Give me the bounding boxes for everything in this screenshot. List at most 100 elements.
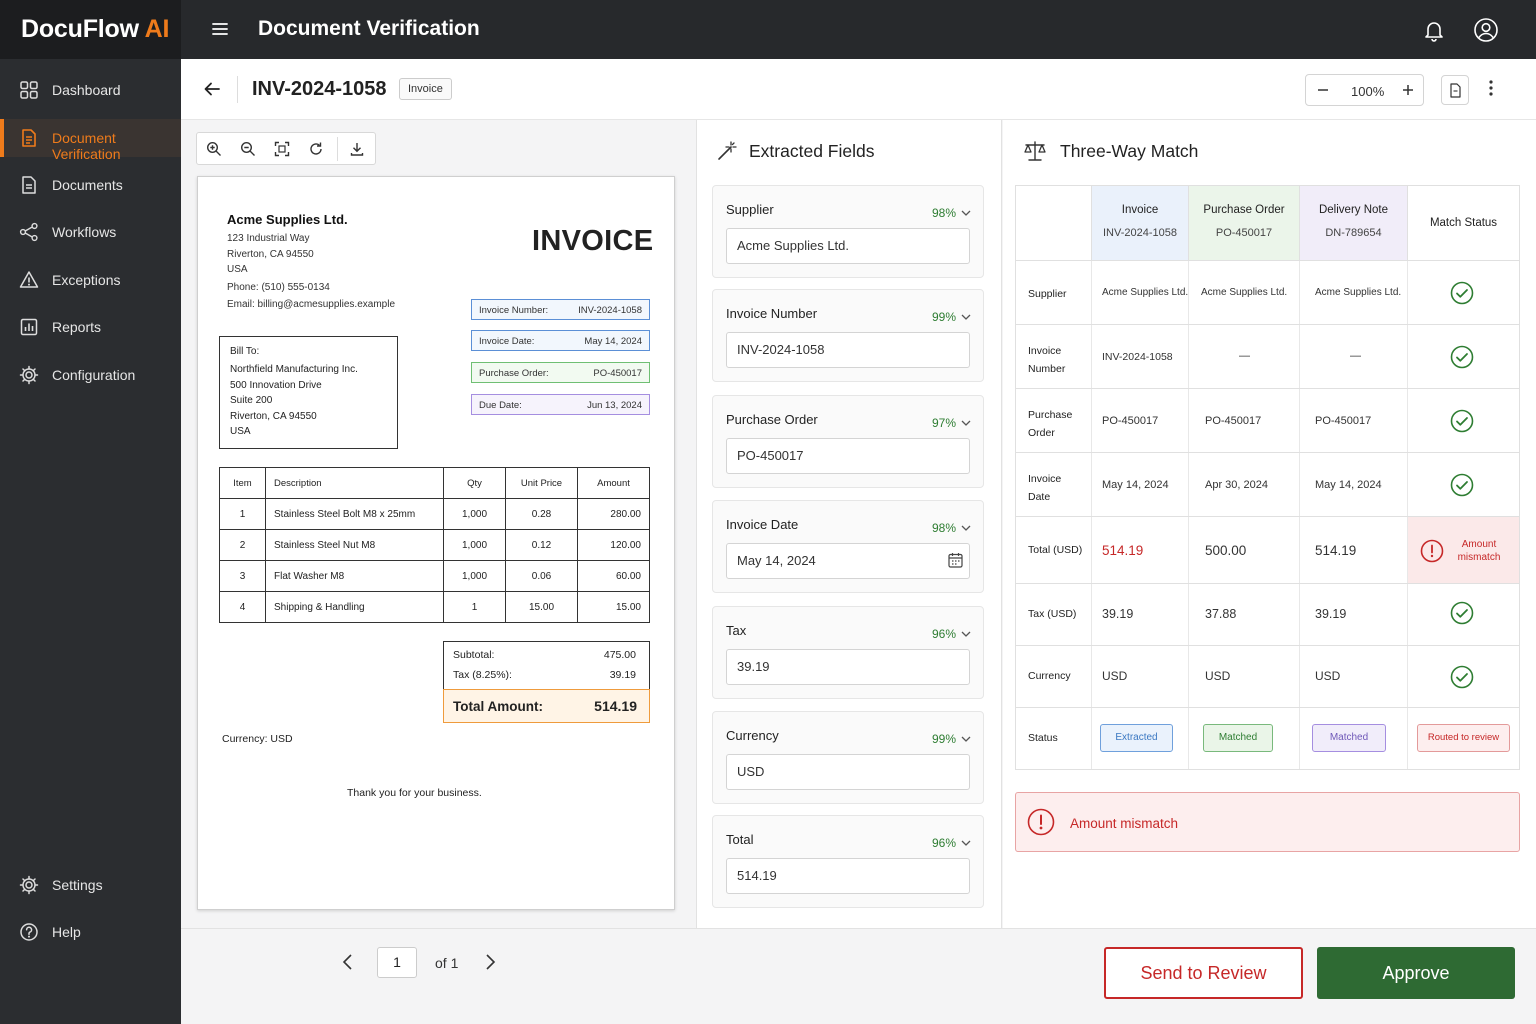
delivery-note-value: Acme Supplies Ltd.: [1315, 287, 1402, 298]
field-value-input[interactable]: USD: [726, 754, 970, 790]
delivery-note-value: 514.19: [1315, 543, 1357, 558]
check-circle-icon: [1450, 473, 1474, 497]
chevron-down-icon[interactable]: [961, 210, 971, 217]
sidebar-item-documents[interactable]: Documents: [0, 166, 181, 204]
column-header-purchase-order: Purchase Order PO-450017: [1189, 186, 1300, 261]
column-header: Amount: [577, 467, 650, 499]
status-badge-matched-po: Matched: [1203, 724, 1273, 752]
table-row: 3 Flat Washer M8 1,000 0.06 60.00: [219, 560, 650, 592]
total-amount-value: 514.19: [594, 698, 637, 714]
check-circle-icon: [1450, 665, 1474, 689]
table-header-row: Item Description Qty Unit Price Amount: [219, 467, 650, 499]
supplier-phone: Phone: (510) 555-0134: [227, 282, 330, 293]
warning-icon: [19, 270, 39, 290]
field-value-input[interactable]: PO-450017: [726, 438, 970, 474]
download-icon[interactable]: [349, 141, 365, 157]
check-circle-icon: [1450, 601, 1474, 625]
page-number-input[interactable]: 1: [377, 947, 417, 978]
chevron-down-icon[interactable]: [961, 736, 971, 743]
sidebar-item-exceptions[interactable]: Exceptions: [0, 261, 181, 299]
bell-icon[interactable]: [1423, 18, 1445, 42]
table-cell: 280.00: [577, 498, 650, 530]
table-cell: 60.00: [577, 560, 650, 592]
field-value-input[interactable]: 514.19: [726, 858, 970, 894]
field-label: Invoice Number: [726, 306, 818, 321]
chevron-right-icon[interactable]: [482, 953, 498, 971]
totals-box: Subtotal: 475.00 Tax (8.25%): 39.19 Tota…: [443, 641, 650, 723]
zoom-out-button[interactable]: [1315, 82, 1331, 98]
field-card-invoice-date: Invoice Date 98% May 14, 2024: [712, 500, 984, 593]
invoice-value: INV-2024-1058: [1102, 351, 1173, 363]
approve-button[interactable]: Approve: [1317, 947, 1515, 999]
user-icon[interactable]: [1473, 17, 1499, 43]
sidebar-item-help[interactable]: Help: [0, 913, 181, 951]
more-options-icon[interactable]: [1489, 80, 1493, 96]
match-table: Invoice INV-2024-1058 Purchase Order PO-…: [1015, 185, 1520, 770]
sidebar-item-label: Help: [52, 924, 81, 940]
supplier-address-line: 123 Industrial Way: [227, 233, 310, 244]
extracted-fields-title: Extracted Fields: [749, 141, 875, 161]
page-view-button[interactable]: [1441, 75, 1469, 105]
document-icon: [19, 128, 39, 148]
total-amount-label: Total Amount:: [453, 699, 543, 714]
field-value-input[interactable]: Acme Supplies Ltd.: [726, 228, 970, 264]
chevron-down-icon[interactable]: [961, 314, 971, 321]
page-count: of 1: [435, 955, 459, 971]
due-date-box: Due Date: Jun 13, 2024: [471, 394, 650, 415]
column-title: Purchase Order: [1203, 204, 1285, 216]
workflows-icon: [19, 222, 39, 242]
field-value-input[interactable]: INV-2024-1058: [726, 332, 970, 368]
sidebar-item-dashboard[interactable]: Dashboard: [0, 71, 181, 109]
sidebar-item-document-verification[interactable]: Document Verification: [0, 119, 181, 162]
field-value-input[interactable]: May 14, 2024: [726, 543, 970, 579]
field-value-input[interactable]: 39.19: [726, 649, 970, 685]
invoice-value: USD: [1102, 669, 1128, 683]
rotate-icon[interactable]: [308, 141, 324, 157]
back-arrow-icon[interactable]: [203, 80, 221, 98]
sidebar-item-label: Dashboard: [52, 82, 121, 98]
help-icon: [19, 922, 39, 942]
chevron-left-icon[interactable]: [340, 953, 356, 971]
divider: [337, 137, 338, 161]
field-card-supplier: Supplier 98% Acme Supplies Ltd.: [712, 185, 984, 278]
chevron-down-icon[interactable]: [961, 631, 971, 638]
zoom-control: 100%: [1305, 74, 1424, 106]
match-row-invoice-number: Invoice Number INV-2024-1058 — —: [1016, 325, 1519, 389]
calendar-icon[interactable]: [948, 552, 963, 568]
fit-page-icon[interactable]: [274, 141, 290, 157]
bill-to-line: Suite 200: [230, 395, 273, 406]
mismatch-status-text: Amount mismatch: [1457, 539, 1501, 563]
row-label: Purchase Order: [1028, 409, 1073, 439]
field-label: Supplier: [726, 202, 774, 217]
zoom-in-icon[interactable]: [206, 141, 222, 157]
send-to-review-button[interactable]: Send to Review: [1104, 947, 1303, 999]
supplier-email: Email: billing@acmesupplies.example: [227, 299, 396, 310]
sidebar-item-workflows[interactable]: Workflows: [0, 213, 181, 251]
top-bar: DocuFlow AI Document Verification: [0, 0, 1536, 59]
menu-icon[interactable]: [211, 19, 229, 39]
confidence-score: 96%: [932, 836, 957, 850]
purchase-order-box: Purchase Order: PO-450017: [471, 362, 650, 383]
confidence-score: 96%: [932, 627, 957, 641]
column-header-invoice: Invoice INV-2024-1058: [1092, 186, 1189, 261]
delivery-note-value: USD: [1315, 669, 1341, 683]
sidebar-item-settings[interactable]: Settings: [0, 866, 181, 904]
divider: [237, 76, 238, 103]
sidebar-item-label: Reports: [52, 319, 102, 335]
chevron-down-icon[interactable]: [961, 840, 971, 847]
delivery-note-value: May 14, 2024: [1315, 479, 1382, 491]
invoice-value: PO-450017: [1102, 415, 1159, 427]
brand-logo[interactable]: DocuFlow AI: [21, 15, 169, 44]
zoom-out-icon[interactable]: [240, 141, 256, 157]
table-cell: 2: [219, 529, 266, 561]
viewer-toolbar: [196, 132, 376, 165]
chevron-down-icon[interactable]: [961, 525, 971, 532]
bill-to-line: 500 Innovation Drive: [230, 380, 322, 391]
sidebar-item-configuration[interactable]: Configuration: [0, 356, 181, 394]
invoice-value: Acme Supplies Ltd.: [1102, 287, 1189, 298]
chevron-down-icon[interactable]: [961, 420, 971, 427]
zoom-in-button[interactable]: [1400, 82, 1416, 98]
sidebar-item-reports[interactable]: Reports: [0, 308, 181, 346]
alert-message: Amount mismatch: [1070, 816, 1179, 831]
field-card-total: Total 96% 514.19: [712, 815, 984, 908]
